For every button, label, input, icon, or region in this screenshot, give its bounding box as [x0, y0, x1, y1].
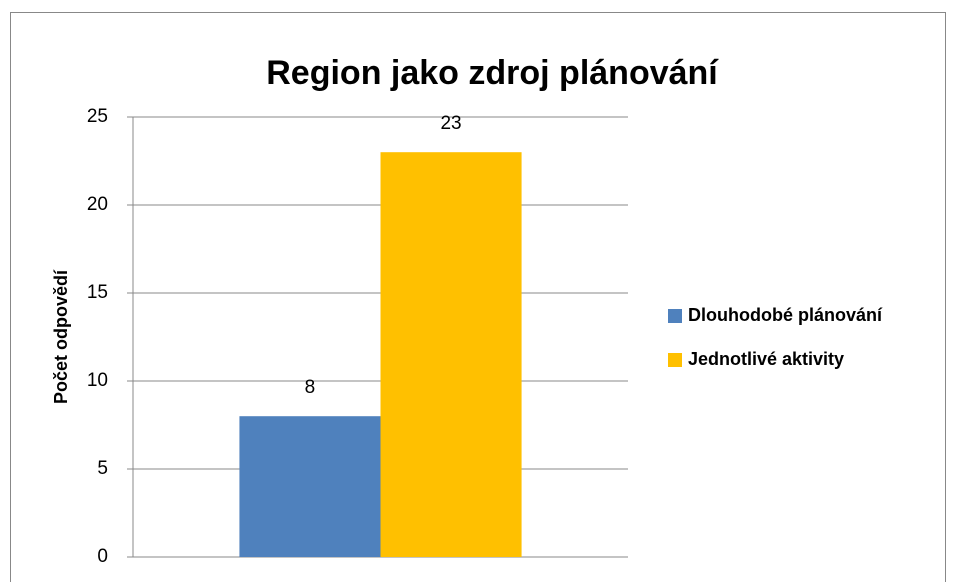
y-tick-label: 25 [87, 106, 108, 127]
y-tick-label: 20 [87, 194, 108, 215]
bar [239, 416, 381, 557]
y-tick-label: 0 [97, 546, 108, 567]
data-label: 23 [440, 113, 461, 134]
y-tick-label: 5 [97, 458, 108, 479]
y-axis-title: Počet odpovědí [51, 269, 71, 404]
legend-swatch [668, 353, 682, 367]
y-tick-label: 15 [87, 282, 108, 303]
bar [380, 152, 522, 557]
data-label: 8 [305, 377, 316, 398]
legend-label: Jednotlivé aktivity [688, 349, 844, 369]
legend-swatch [668, 309, 682, 323]
y-tick-label: 10 [87, 370, 108, 391]
legend-label: Dlouhodobé plánování [688, 305, 883, 325]
chart-title: Region jako zdroj plánování [266, 54, 719, 92]
